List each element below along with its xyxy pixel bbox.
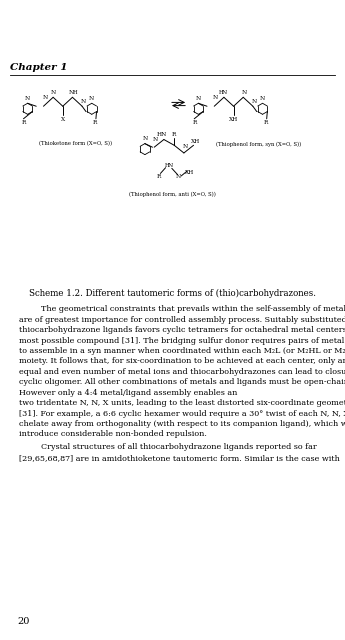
Text: moiety. It follows that, for six-coordination to be achieved at each center, onl: moiety. It follows that, for six-coordin… — [19, 357, 345, 365]
Text: N: N — [89, 95, 95, 100]
Text: R: R — [172, 132, 176, 137]
Text: (Thiophenol form, syn (X=O, S)): (Thiophenol form, syn (X=O, S)) — [216, 141, 302, 147]
Text: [29,65,68,87] are in amidothioketone tautomeric form. Similar is the case with: [29,65,68,87] are in amidothioketone tau… — [19, 454, 340, 462]
Text: N: N — [152, 137, 158, 142]
Text: R: R — [264, 120, 268, 125]
Text: H: H — [219, 90, 224, 95]
Text: N: N — [183, 144, 188, 149]
Text: N: N — [260, 95, 265, 100]
Text: R: R — [157, 173, 161, 179]
Text: introduce considerable non-bonded repulsion.: introduce considerable non-bonded repuls… — [19, 431, 207, 438]
Text: X: X — [61, 116, 65, 122]
Text: N: N — [241, 90, 247, 95]
Text: R: R — [93, 120, 97, 125]
Text: N: N — [51, 90, 57, 95]
Text: The geometrical constraints that prevails within the self-assembly of metals: The geometrical constraints that prevail… — [41, 305, 345, 313]
Text: cyclic oligomer. All other combinations of metals and ligands must be open-chain: cyclic oligomer. All other combinations … — [19, 378, 345, 387]
Text: XH: XH — [191, 139, 200, 144]
Text: equal and even number of metal ions and thiocarbohydrazones can lead to closure : equal and even number of metal ions and … — [19, 368, 345, 376]
Text: N: N — [251, 99, 257, 104]
Text: HN: HN — [157, 132, 167, 137]
Text: R: R — [193, 120, 197, 125]
Text: R: R — [22, 120, 26, 125]
Text: N: N — [213, 95, 218, 100]
Text: N: N — [196, 95, 201, 100]
Text: Scheme 1.2. Different tautomeric forms of (thio)carbohydrazones.: Scheme 1.2. Different tautomeric forms o… — [29, 289, 316, 298]
Text: N: N — [25, 95, 30, 100]
Text: N: N — [222, 90, 227, 95]
Text: are of greatest importance for controlled assembly process. Suitably substituted: are of greatest importance for controlle… — [19, 316, 345, 324]
Text: N: N — [176, 173, 181, 179]
Text: N: N — [168, 163, 174, 168]
Text: two tridentate N, N, X units, leading to the least distorted six-coordinate geom: two tridentate N, N, X units, leading to… — [19, 399, 345, 407]
Text: (Thiophenol form, anti (X=O, S)): (Thiophenol form, anti (X=O, S)) — [129, 191, 216, 196]
Text: N: N — [142, 136, 148, 141]
Text: N: N — [42, 95, 48, 100]
Text: (Thioketone form (X=O, S)): (Thioketone form (X=O, S)) — [39, 141, 112, 147]
Text: Crystal structures of all thiocarbohydrazone ligands reported so far: Crystal structures of all thiocarbohydra… — [41, 444, 317, 451]
Text: However only a 4:4 metal/ligand assembly enables an: However only a 4:4 metal/ligand assembly… — [19, 388, 240, 397]
Text: thiocarbohydrazone ligands favors cyclic tetramers for octahedral metal centers : thiocarbohydrazone ligands favors cyclic… — [19, 326, 345, 334]
Text: N: N — [80, 99, 86, 104]
Text: most possible compound [31]. The bridging sulfur donor requires pairs of metal i: most possible compound [31]. The bridgin… — [19, 337, 345, 344]
Text: [31]. For example, a 6:6 cyclic hexamer would require a 30° twist of each N, N, : [31]. For example, a 6:6 cyclic hexamer … — [19, 410, 345, 417]
Text: H: H — [165, 163, 170, 168]
Text: Chapter 1: Chapter 1 — [10, 63, 68, 72]
Text: N: N — [69, 90, 74, 95]
Text: 20: 20 — [17, 617, 30, 626]
Text: XH: XH — [229, 116, 238, 122]
Text: XH: XH — [185, 170, 194, 175]
Text: to assemble in a syn manner when coordinated within each M₂L (or M₂HL or M₂H₂L): to assemble in a syn manner when coordin… — [19, 347, 345, 355]
Text: H: H — [72, 90, 77, 95]
Text: chelate away from orthogonality (with respect to its companion ligand), which wo: chelate away from orthogonality (with re… — [19, 420, 345, 428]
